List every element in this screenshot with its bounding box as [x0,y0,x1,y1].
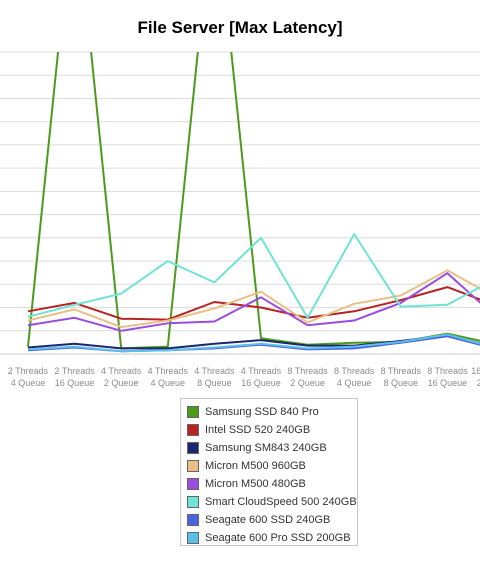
legend-swatch [187,496,199,508]
legend-swatch [187,442,199,454]
series-line-3 [27,269,480,329]
x-tick-label: 4 Threads 4 Queue [148,366,189,388]
legend-label: Micron M500 960GB [205,460,306,472]
x-tick-label: 2 Threads 4 Queue [8,366,49,388]
series-lines [27,52,480,353]
x-tick-label: 8 Threads 8 Queue [381,366,422,388]
legend-item[interactable]: Intel SSD 520 240GB [187,421,310,439]
legend-item[interactable]: Samsung SSD 840 Pro [187,403,319,421]
legend-label: Micron M500 480GB [205,478,306,490]
legend-swatch [187,478,199,490]
legend-swatch [187,424,199,436]
legend-item[interactable]: Samsung SM843 240GB [187,439,327,457]
legend-label: Seagate 600 Pro SSD 200GB [205,532,351,544]
legend-swatch [187,532,199,544]
legend-swatch [187,460,199,472]
series-line-7 [27,333,480,353]
chart-legend: Samsung SSD 840 Pro Intel SSD 520 240GB Sa… [180,398,358,546]
chart-title: File Server [Max Latency] [137,18,343,37]
legend-item[interactable]: Micron M500 960GB [187,457,306,475]
x-tick-label: 4 Threads 2 Queue [101,366,142,388]
x-tick-label: 2 Threads 16 Queue [54,366,95,388]
legend-swatch [187,406,199,418]
series-line-4 [27,272,480,332]
legend-item[interactable]: Smart CloudSpeed 500 240GB [187,493,357,511]
legend-swatch [187,514,199,526]
x-tick-label: 8 Threads 16 Queue [427,366,468,388]
x-tick-label: 8 Threads 2 Queue [287,366,328,388]
series-line-1 [27,286,480,321]
legend-label: Seagate 600 SSD 240GB [205,514,331,526]
legend-item[interactable]: Micron M500 480GB [187,475,306,493]
x-tick-label: 4 Threads 16 Queue [241,366,282,388]
legend-label: Smart CloudSpeed 500 240GB [205,496,357,508]
legend-label: Samsung SM843 240GB [205,442,327,454]
legend-item[interactable]: Seagate 600 Pro SSD 200GB [187,529,351,547]
legend-label: Intel SSD 520 240GB [205,424,311,436]
x-tick-label: 8 Threads 4 Queue [334,366,375,388]
series-line-5 [27,233,480,319]
legend-label: Samsung SSD 840 Pro [205,406,319,418]
legend-item[interactable]: Seagate 600 SSD 240GB [187,511,330,529]
x-tick-label: 4 Threads 8 Queue [194,366,235,388]
